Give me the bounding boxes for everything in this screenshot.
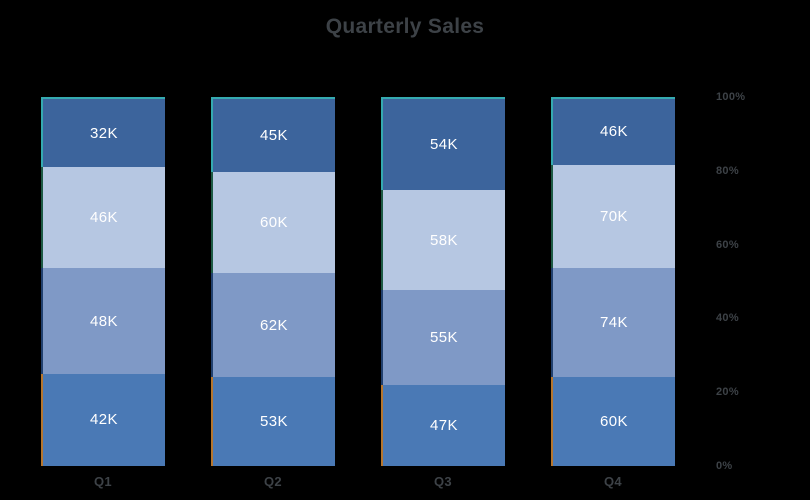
chart-title: Quarterly Sales: [325, 15, 485, 38]
bar-segment-bottom-segment[interactable]: 42K: [41, 373, 165, 466]
x-axis-label-q4: Q4: [604, 474, 622, 489]
segment-value-label: 54K: [430, 136, 458, 154]
segment-value-label: 60K: [260, 214, 288, 232]
segment-value-label: 62K: [260, 316, 288, 334]
bar-segment-lower-middle-segment[interactable]: 55K: [381, 290, 505, 385]
segment-value-label: 45K: [260, 127, 288, 145]
y-axis: 100% 80% 60% 40% 20% 0%: [716, 91, 786, 472]
bar-segment-upper-middle-segment[interactable]: 60K: [211, 172, 335, 274]
segment-value-label: 70K: [600, 208, 628, 226]
bar-segment-bottom-segment[interactable]: 60K: [551, 377, 675, 466]
y-axis-tick-label: 80%: [716, 164, 739, 177]
x-axis: Q1 Q2 Q3 Q4: [0, 474, 810, 494]
bar-q1: 32K 46K 48K 42K: [41, 97, 165, 466]
plot-area: 32K 46K 48K 42K 45K 60K 62K 53K 54K 58K 55K 47K 46K 7…: [41, 97, 675, 466]
bar-segment-top-segment[interactable]: 45K: [211, 97, 335, 173]
segment-value-label: 48K: [90, 312, 118, 330]
bar-segment-top-segment[interactable]: 54K: [381, 97, 505, 191]
segment-value-label: 58K: [430, 231, 458, 249]
y-axis-tick-label: 40%: [716, 312, 739, 325]
y-axis-tick-label: 100%: [716, 91, 746, 103]
segment-value-label: 46K: [90, 209, 118, 227]
y-axis-tick-label: 60%: [716, 238, 739, 251]
y-axis-tick-label: 0%: [716, 460, 733, 472]
segment-value-label: 46K: [600, 123, 628, 141]
segment-value-label: 42K: [90, 411, 118, 429]
segment-value-label: 53K: [260, 413, 288, 431]
bar-segment-bottom-segment[interactable]: 47K: [381, 384, 505, 466]
bar-segment-lower-middle-segment[interactable]: 48K: [41, 268, 165, 374]
bar-segment-upper-middle-segment[interactable]: 46K: [41, 167, 165, 269]
bar-q2: 45K 60K 62K 53K: [211, 97, 335, 466]
y-axis-tick-label: 20%: [716, 386, 739, 399]
x-axis-label-q1: Q1: [94, 474, 112, 489]
bar-segment-lower-middle-segment[interactable]: 74K: [551, 268, 675, 378]
bar-q4: 46K 70K 74K 60K: [551, 97, 675, 466]
bar-segment-lower-middle-segment[interactable]: 62K: [211, 273, 335, 378]
segment-value-label: 60K: [600, 413, 628, 431]
bar-segment-top-segment[interactable]: 46K: [551, 97, 675, 165]
segment-value-label: 55K: [430, 329, 458, 347]
x-axis-label-q3: Q3: [434, 474, 452, 489]
bar-q3: 54K 58K 55K 47K: [381, 97, 505, 466]
bar-segment-bottom-segment[interactable]: 53K: [211, 377, 335, 466]
segment-value-label: 32K: [90, 124, 118, 142]
bar-segment-upper-middle-segment[interactable]: 70K: [551, 164, 675, 269]
x-axis-label-q2: Q2: [264, 474, 282, 489]
segment-value-label: 74K: [600, 314, 628, 332]
bar-segment-upper-middle-segment[interactable]: 58K: [381, 190, 505, 291]
bar-segment-top-segment[interactable]: 32K: [41, 97, 165, 168]
segment-value-label: 47K: [430, 416, 458, 434]
